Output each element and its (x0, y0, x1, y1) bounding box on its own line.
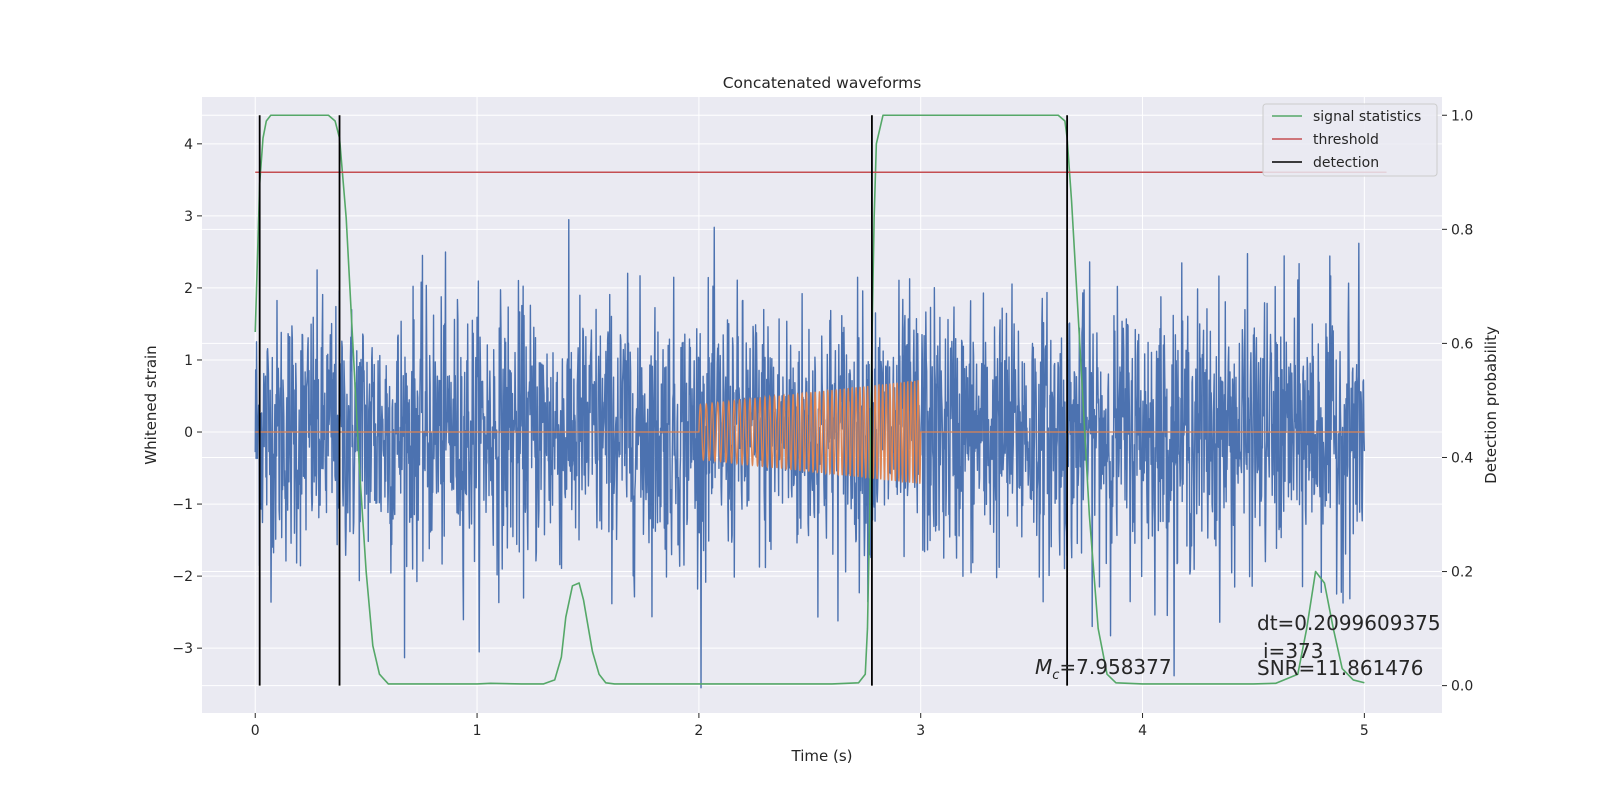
y-axis-title: Whitened strain (142, 345, 160, 464)
y2-tick-label: 0.4 (1451, 450, 1473, 466)
y-tick-label: 0 (184, 425, 193, 441)
annotation-mc-value: =7.958377 (1059, 655, 1171, 679)
y-tick-label: 1 (184, 353, 193, 369)
y2-tick-label: 1.0 (1451, 108, 1473, 124)
y2-tick-label: 0.0 (1451, 679, 1473, 695)
y-tick-label: −3 (172, 641, 193, 657)
legend-label-threshold: threshold (1313, 132, 1379, 148)
y-tick-label: −2 (172, 569, 193, 585)
y2-tick-label: 0.2 (1451, 565, 1473, 581)
x-tick-label: 4 (1138, 723, 1147, 739)
signal-statistics-line (254, 114, 1365, 685)
x-axis-title: Time (s) (791, 747, 853, 765)
annotation-i: i=373 (1263, 639, 1324, 663)
y2-tick-label: 0.6 (1451, 336, 1473, 352)
legend-box (1262, 103, 1438, 177)
x-tick-label: 5 (1360, 723, 1369, 739)
annotation-mc-subscript: c (1052, 668, 1059, 683)
annotation-snr: SNR=11.861476 (1257, 656, 1423, 680)
y-tick-label: 2 (184, 281, 193, 297)
annotation-mc-symbol: M (1035, 655, 1052, 679)
y2-axis-title: Detection probability (1482, 326, 1500, 484)
legend: signal statistics threshold detection (1262, 103, 1438, 177)
x-tick-label: 1 (473, 723, 482, 739)
chart-title: Concatenated waveforms (723, 74, 922, 92)
x-tick-label: 0 (251, 723, 260, 739)
annotations: Mc=7.958377 dt=0.2099609375 i=373 SNR=11… (1035, 611, 1441, 683)
data-layer (254, 114, 1387, 689)
y2-tick-label: 0.8 (1451, 222, 1473, 238)
legend-label-signal-statistics: signal statistics (1313, 109, 1421, 125)
legend-label-detection: detection (1313, 155, 1379, 171)
y-tick-label: 4 (184, 137, 193, 153)
annotation-mc: Mc=7.958377 (1035, 655, 1172, 683)
x-tick-label: 3 (916, 723, 925, 739)
x-tick-label: 2 (694, 723, 703, 739)
template-line (255, 380, 1365, 484)
y-tick-label: −1 (172, 497, 193, 513)
annotation-dt: dt=0.2099609375 (1257, 611, 1441, 635)
y-tick-label: 3 (184, 209, 193, 225)
axes: 0 1 2 3 4 5 −3 −2 −1 0 1 2 3 4 0.0 0.2 0.4 0.6 0.8 1.0 (172, 108, 1473, 739)
